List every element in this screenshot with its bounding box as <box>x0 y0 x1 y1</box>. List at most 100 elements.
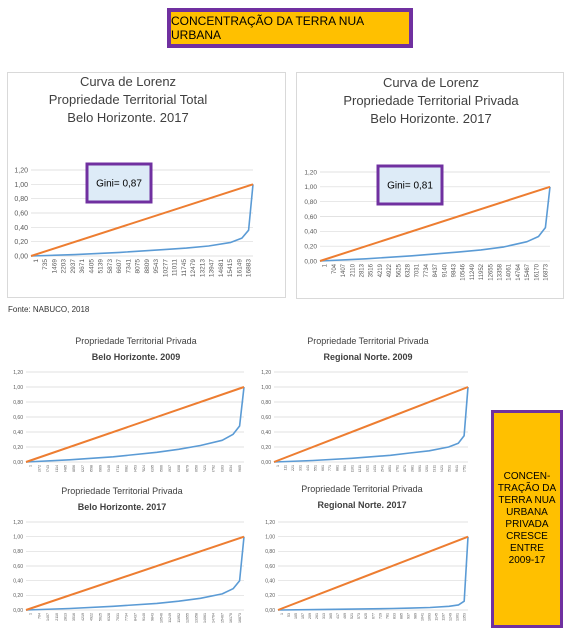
source-note: Fonte: NABUCO, 2018 <box>8 305 90 314</box>
x-tick-label: 881 <box>336 465 340 471</box>
conclusion-line: CONCEN- <box>503 471 551 482</box>
conclusion-line: PRIVADA <box>505 519 549 530</box>
y-tick-label: 1,20 <box>13 520 23 526</box>
x-tick-label: 15467 <box>220 613 224 623</box>
x-tick-label: 3671 <box>79 259 86 274</box>
y-tick-label: 0,00 <box>261 460 271 466</box>
x-tick-label: 551 <box>313 465 317 471</box>
x-tick-label: 661 <box>321 465 325 471</box>
x-tick-label: 771 <box>328 465 332 471</box>
y-tick-label: 0,20 <box>304 243 317 250</box>
y-tick-label: 0,80 <box>265 549 275 555</box>
chart-title: Propriedade Territorial Privada <box>301 484 422 494</box>
lorenz-chart-privada-norte-2017: Propriedade Territorial Privada Regional … <box>265 484 469 621</box>
x-tick-label: 9140 <box>142 613 146 621</box>
conclusion-line: ENTRE <box>510 543 544 554</box>
x-tick-label: 8075 <box>135 259 142 274</box>
x-tick-label: 2110 <box>350 263 356 277</box>
x-tick-label: 2743 <box>46 465 50 472</box>
y-tick-label: 1,20 <box>265 520 275 526</box>
gini-label: Gini= 0,81 <box>387 181 433 192</box>
x-tick-label: 24679 <box>186 465 190 472</box>
chart-title: Regional Norte. 2017 <box>317 500 406 510</box>
y-tick-label: 1,20 <box>13 370 23 376</box>
x-tick-label: 9543 <box>153 259 160 274</box>
x-tick-label: 2531 <box>448 465 452 472</box>
x-tick-label: 13213 <box>199 259 206 277</box>
x-tick-label: 6856 <box>72 465 76 472</box>
x-tick-label: 11011 <box>172 259 179 276</box>
x-tick-label: 11952 <box>479 263 485 280</box>
x-tick-label: 885 <box>399 613 403 619</box>
x-tick-label: 4922 <box>90 613 94 621</box>
lorenz-curve <box>319 186 551 262</box>
x-tick-label: 1541 <box>380 465 384 472</box>
y-tick-label: 0,20 <box>13 593 23 599</box>
x-tick-label: 12479 <box>190 259 197 277</box>
equality-line <box>319 185 551 262</box>
x-tick-label: 3516 <box>369 263 375 277</box>
x-tick-label: 32905 <box>238 465 242 472</box>
x-tick-label: 1211 <box>358 465 362 472</box>
equality-line <box>25 386 245 463</box>
x-tick-label: 12655 <box>488 263 494 280</box>
x-tick-label: 2937 <box>70 259 77 274</box>
y-tick-label: 0,60 <box>265 564 275 570</box>
x-tick-label: 1 <box>280 613 284 615</box>
x-tick-label: 1249 <box>449 613 453 621</box>
x-tick-label: 1407 <box>46 613 50 621</box>
x-tick-label: 209 <box>308 613 312 619</box>
y-tick-label: 0,00 <box>304 258 317 265</box>
lorenz-curve <box>277 536 469 611</box>
chart-title: Belo Horizonte. 2017 <box>78 502 167 512</box>
y-tick-label: 0,80 <box>13 400 23 406</box>
x-tick-label: 1981 <box>410 465 414 472</box>
chart-title: Curva de Lorenz <box>383 75 479 90</box>
x-tick-label: 11952 <box>177 613 181 623</box>
x-tick-label: 7734 <box>125 613 129 621</box>
x-tick-label: 1197 <box>442 613 446 621</box>
x-tick-label: 833 <box>392 613 396 619</box>
y-tick-label: 1,20 <box>261 370 271 376</box>
x-tick-label: 1 <box>29 465 33 467</box>
lorenz-chart-privada-bh-2009: Propriedade Territorial Privada Belo Hori… <box>13 336 245 472</box>
x-tick-label: 417 <box>336 613 340 619</box>
x-tick-label: 2813 <box>360 263 366 277</box>
chart-title: Propriedade Territorial Privada <box>75 336 196 346</box>
chart-title: Propriedade Territorial Privada <box>307 336 428 346</box>
y-tick-label: 1,00 <box>14 182 28 189</box>
chart-title: Propriedade Territorial Total <box>49 92 208 107</box>
x-tick-label: 521 <box>350 613 354 619</box>
x-tick-label: 677 <box>371 613 375 619</box>
x-tick-label: 14061 <box>203 613 207 623</box>
gini-box <box>85 162 153 204</box>
x-tick-label: 5873 <box>107 259 114 274</box>
x-tick-label: 10969 <box>98 465 102 472</box>
y-tick-label: 0,60 <box>13 415 23 421</box>
x-tick-label: 5485 <box>63 465 67 472</box>
y-tick-label: 0,40 <box>13 430 23 436</box>
y-tick-label: 1,20 <box>304 169 317 176</box>
lorenz-chart-privada-bh-2017: Curva de Lorenz Propriedade Territorial P… <box>304 75 551 281</box>
y-tick-label: 1,20 <box>14 167 28 174</box>
y-tick-label: 0,20 <box>265 593 275 599</box>
x-tick-label: 15467 <box>525 263 531 280</box>
x-tick-label: 1431 <box>373 465 377 472</box>
x-tick-label: 1372 <box>37 465 41 472</box>
chart-title: Propriedade Territorial Privada <box>61 486 182 496</box>
y-tick-label: 0,20 <box>14 239 28 246</box>
y-tick-label: 0,00 <box>14 253 28 260</box>
x-tick-label: 1 <box>276 465 280 467</box>
x-tick-label: 1 <box>29 613 33 615</box>
chart-title: Belo Horizonte. 2017 <box>370 111 491 126</box>
x-tick-label: 28792 <box>212 465 216 472</box>
x-tick-label: 9843 <box>452 263 458 277</box>
x-tick-label: 1407 <box>341 263 347 277</box>
x-tick-label: 781 <box>385 613 389 619</box>
y-tick-label: 0,60 <box>261 415 271 421</box>
x-tick-label: 9843 <box>151 613 155 621</box>
x-tick-label: 23308 <box>177 465 181 472</box>
y-tick-label: 0,60 <box>14 210 28 217</box>
x-tick-label: 4219 <box>378 263 384 277</box>
x-tick-label: 7031 <box>415 263 421 277</box>
